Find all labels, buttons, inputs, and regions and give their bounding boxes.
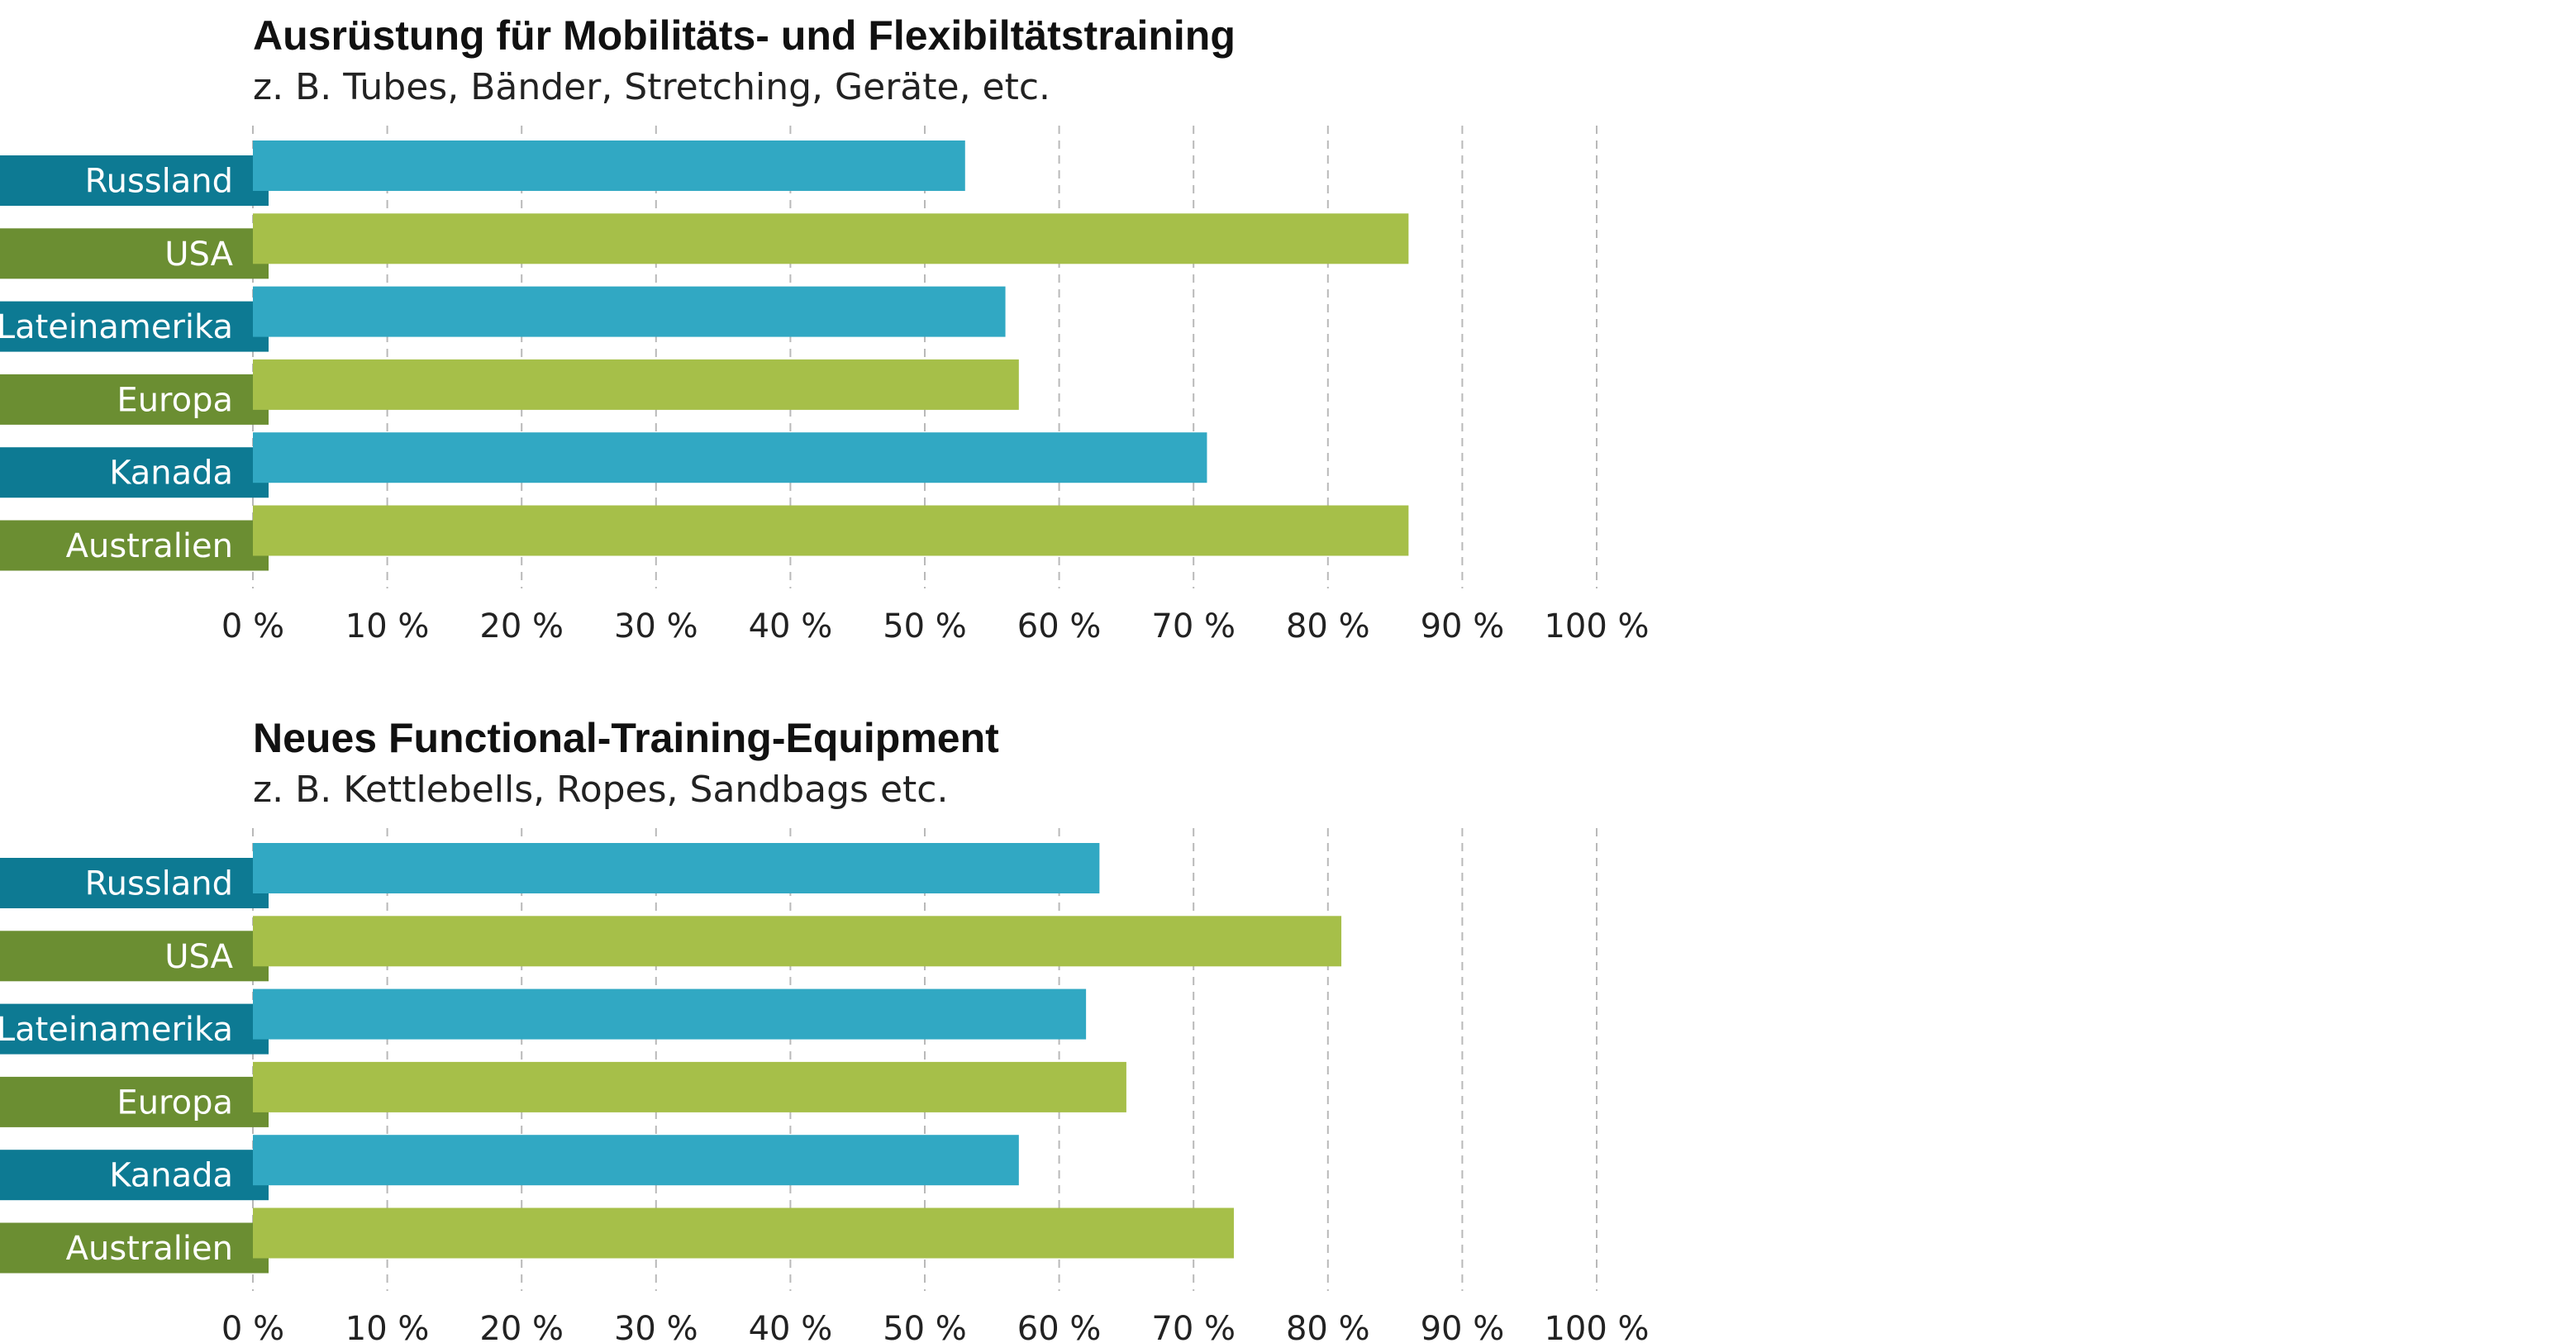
- x-tick-label: 30 %: [614, 1310, 698, 1343]
- x-tick-label: 80 %: [1286, 607, 1370, 645]
- bar-kanada: [253, 432, 1207, 483]
- x-tick-label: 0 %: [221, 607, 284, 645]
- x-tick-label: 90 %: [1421, 1310, 1505, 1343]
- category-label: USA: [164, 938, 233, 976]
- x-tick-label: 60 %: [1017, 607, 1102, 645]
- category-label: Lateinamerika: [0, 308, 233, 346]
- x-tick-label: 70 %: [1151, 1310, 1236, 1343]
- x-tick-label: 20 %: [479, 607, 564, 645]
- x-tick-label: 40 %: [749, 1310, 833, 1343]
- category-label: Kanada: [109, 1157, 233, 1195]
- x-tick-label: 90 %: [1421, 607, 1505, 645]
- x-tick-label: 100 %: [1544, 1310, 1649, 1343]
- category-label-box: [0, 447, 269, 498]
- bar-lateinamerika: [253, 988, 1087, 1040]
- chart-panel-2: Neues Functional-Training-Equipment z. B…: [0, 715, 1650, 1343]
- category-label: Russland: [85, 163, 233, 201]
- x-axis-tick-labels: 0 % 10 % 20 % 30 % 40 % 50 % 60 % 70 % 80 % 90 % 1…: [221, 1310, 1650, 1343]
- x-tick-label: 100 %: [1544, 607, 1649, 645]
- gridlines: [252, 126, 1598, 588]
- chart-subtitle: z. B. Tubes, Bänder, Stretching, Geräte,…: [253, 66, 1050, 108]
- category-label-box: [0, 520, 269, 571]
- x-tick-label: 60 %: [1017, 1310, 1102, 1343]
- bar-kanada: [253, 1135, 1019, 1186]
- x-tick-label: 10 %: [345, 1310, 430, 1343]
- category-label: Europa: [117, 1083, 233, 1122]
- bar-russland: [253, 140, 965, 191]
- category-label-box: [0, 931, 269, 982]
- x-tick-label: 20 %: [479, 1310, 564, 1343]
- bar-europa: [253, 1061, 1126, 1112]
- chart-title: Neues Functional-Training-Equipment: [253, 715, 999, 761]
- bar-usa: [253, 213, 1409, 264]
- bar-usa: [253, 916, 1342, 967]
- chart-panel-1: Ausrüstung für Mobilitäts- und Flexibilt…: [0, 12, 1650, 645]
- bar-europa: [253, 359, 1019, 410]
- category-label: Australien: [66, 1230, 233, 1268]
- category-label-box: [0, 301, 269, 352]
- category-label-box: [0, 1222, 269, 1274]
- category-label: USA: [164, 236, 233, 274]
- x-tick-label: 50 %: [883, 1310, 967, 1343]
- category-label-box: [0, 374, 269, 425]
- gridlines: [252, 828, 1598, 1291]
- category-label: Europa: [117, 381, 233, 419]
- x-axis-tick-labels: 0 % 10 % 20 % 30 % 40 % 50 % 60 % 70 % 80 % 90 % 1…: [221, 607, 1650, 645]
- category-label-box: [0, 155, 269, 206]
- category-label-box: [0, 228, 269, 279]
- bars: Russland USA Lateinamerika Europa Kanada Aust…: [0, 140, 1409, 571]
- category-label-box: [0, 1076, 269, 1127]
- category-label-box: [0, 1150, 269, 1201]
- x-tick-label: 80 %: [1286, 1310, 1370, 1343]
- chart-subtitle: z. B. Kettlebells, Ropes, Sandbags etc.: [253, 769, 948, 811]
- chart-title: Ausrüstung für Mobilitäts- und Flexibilt…: [253, 12, 1236, 59]
- category-label: Lateinamerika: [0, 1011, 233, 1049]
- category-label: Russland: [85, 865, 233, 903]
- category-label: Kanada: [109, 455, 233, 493]
- x-tick-label: 10 %: [345, 607, 430, 645]
- bar-russland: [253, 843, 1100, 893]
- bars: Russland USA Lateinamerika Europa Kanada Aust…: [0, 843, 1342, 1274]
- x-tick-label: 50 %: [883, 607, 967, 645]
- category-label-box: [0, 858, 269, 908]
- x-tick-label: 70 %: [1151, 607, 1236, 645]
- x-tick-label: 40 %: [749, 607, 833, 645]
- category-label: Australien: [66, 527, 233, 565]
- x-tick-label: 30 %: [614, 607, 698, 645]
- x-tick-label: 0 %: [221, 1310, 284, 1343]
- bar-australien: [253, 1207, 1234, 1259]
- category-label-box: [0, 1003, 269, 1055]
- bar-australien: [253, 505, 1409, 556]
- bar-lateinamerika: [253, 286, 1006, 337]
